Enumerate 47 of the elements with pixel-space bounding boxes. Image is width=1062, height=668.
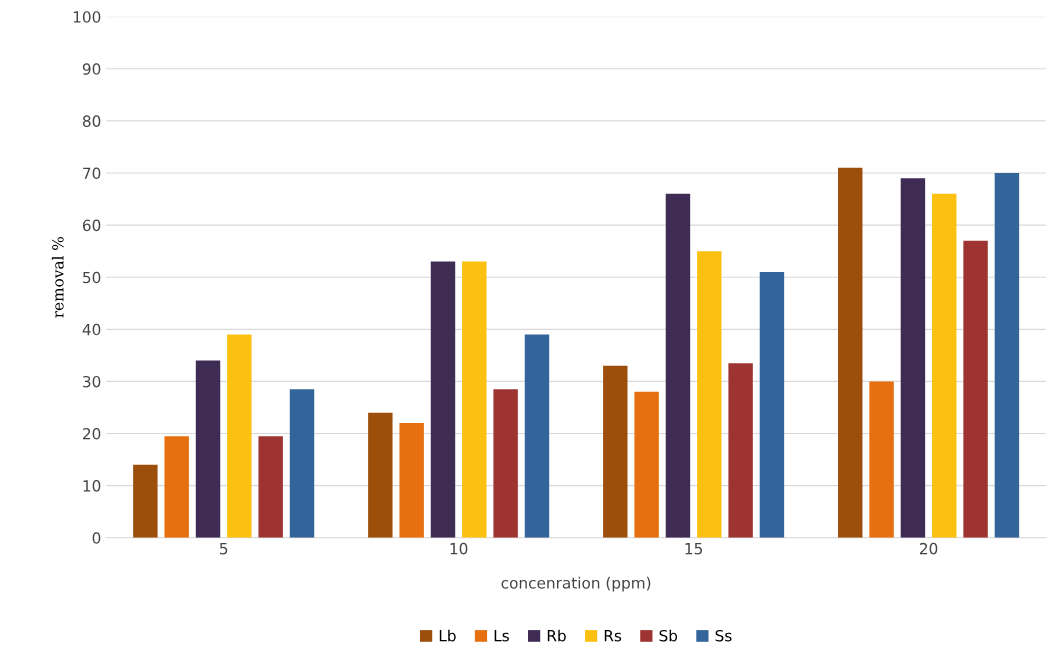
bar [462, 261, 487, 538]
legend-label: Lb [439, 629, 456, 642]
legend-label: Rb [547, 629, 566, 642]
y-tick-label: 30 [83, 375, 101, 388]
legend-label: Ls [494, 630, 509, 642]
bar [963, 240, 988, 538]
y-tick-label: 60 [82, 219, 101, 232]
y-tick-label: 40 [82, 323, 101, 336]
y-tick-label: 70 [83, 167, 101, 180]
bar [133, 464, 158, 538]
x-axis-title: concenration (ppm) [501, 576, 651, 592]
bar [838, 167, 863, 538]
y-tick-label: 0 [92, 532, 101, 544]
bar [195, 360, 221, 538]
bar [665, 193, 691, 538]
x-tick-label: 5 [220, 543, 228, 555]
x-tick-label: 15 [685, 543, 702, 555]
bar [289, 389, 315, 538]
legend-label: Sb [659, 629, 678, 642]
bar [900, 178, 926, 538]
legend-label: Rs [604, 630, 622, 642]
bar [759, 272, 785, 538]
bar [164, 436, 189, 538]
bar [932, 193, 957, 538]
bar [697, 251, 722, 538]
y-tick-label: 20 [83, 428, 101, 440]
y-tick-label: 10 [83, 480, 101, 492]
bar [399, 423, 424, 538]
bar [430, 261, 456, 538]
bar [524, 334, 550, 538]
bar [728, 363, 753, 538]
y-tick-label: 80 [82, 115, 101, 127]
y-axis-title: removal % [51, 237, 64, 318]
y-tick-label: 50 [83, 271, 101, 284]
y-tick-label: 100 [73, 11, 101, 23]
x-tick-label: 10 [450, 542, 468, 555]
bar [493, 389, 518, 538]
bar [869, 381, 894, 538]
bar [227, 334, 252, 538]
y-tick-label: 90 [82, 63, 101, 75]
x-tick-label: 20 [919, 542, 938, 555]
bar [634, 391, 659, 538]
bar [994, 173, 1020, 538]
bar [603, 365, 628, 538]
bar [368, 412, 393, 538]
bar [258, 436, 283, 538]
legend-label: Ss [715, 629, 732, 642]
